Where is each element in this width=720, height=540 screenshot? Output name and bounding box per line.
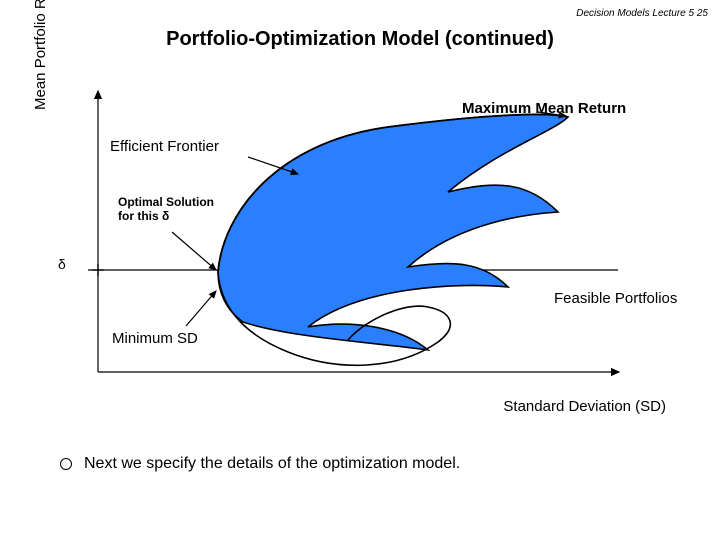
optimal-solution-label: Optimal Solution for this δ bbox=[118, 195, 214, 224]
minimum-sd-label: Minimum SD bbox=[112, 330, 198, 347]
optimal-solution-line1: Optimal Solution bbox=[118, 195, 214, 209]
x-axis-label: Standard Deviation (SD) bbox=[0, 398, 666, 415]
bullet-row: Next we specify the details of the optim… bbox=[60, 455, 680, 473]
max-mean-return-label: Maximum Mean Return bbox=[462, 100, 626, 117]
optimal-solution-line2: for this δ bbox=[118, 209, 169, 223]
optimal-solution-arrow bbox=[172, 232, 216, 270]
feasible-region bbox=[218, 114, 568, 350]
page-title: Portfolio-Optimization Model (continued) bbox=[0, 28, 720, 51]
minimum-sd-arrow bbox=[186, 291, 216, 326]
header-note: Decision Models Lecture 5 25 bbox=[576, 8, 708, 19]
feasible-portfolios-label: Feasible Portfolios bbox=[554, 290, 677, 307]
bullet-icon bbox=[60, 458, 72, 470]
portfolio-diagram bbox=[58, 72, 678, 412]
bullet-text: Next we specify the details of the optim… bbox=[84, 455, 460, 473]
y-axis-label: Mean Portfolio Return bbox=[32, 0, 49, 110]
efficient-frontier-label: Efficient Frontier bbox=[110, 138, 219, 155]
delta-symbol: δ bbox=[58, 256, 66, 272]
slide-page: Decision Models Lecture 5 25 Portfolio-O… bbox=[0, 0, 720, 540]
